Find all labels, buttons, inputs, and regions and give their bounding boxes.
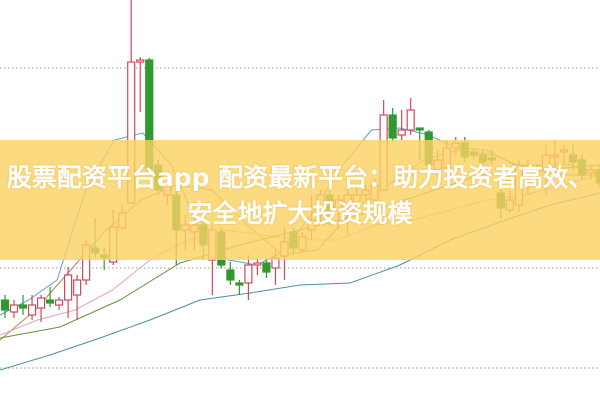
candle-body [397,129,406,136]
candle-up [397,110,406,140]
candle-down [388,108,397,142]
candle-body [18,304,28,309]
candle-body [54,299,64,306]
candle-down [18,295,28,315]
candle-body [235,282,244,286]
candle-up [27,295,37,320]
candle-up [253,258,262,275]
candle-body [388,114,397,139]
candle-body [9,304,19,313]
candle-up [64,267,73,318]
candle-body [406,109,415,131]
candle-body [0,299,10,311]
candle-up [73,275,82,320]
candle-up [9,300,19,318]
candle-up [36,295,46,322]
candle-up [54,297,64,310]
candle-body [253,262,262,266]
candle-body [226,269,235,281]
candle-down [226,262,235,285]
candle-up [136,57,145,112]
candle-body [244,264,253,284]
candle-body [73,279,82,296]
candle-up [406,98,415,135]
candle-body [27,304,37,316]
candle-down [45,287,55,307]
candle-up [244,255,253,300]
candle-down [262,258,271,278]
candle-body [64,274,73,301]
article-title: 股票配资平台app 配资最新平台：助力投资者高效、安全地扩大投资规模 [6,163,594,228]
candle-down [0,295,10,318]
candle-body [36,297,46,309]
candle-body [415,127,424,131]
candle-body [45,299,55,304]
candle-body [136,59,145,63]
candle-down [235,280,244,295]
gridlines [0,67,600,369]
title-banner [0,140,600,260]
candle-body [262,262,271,273]
